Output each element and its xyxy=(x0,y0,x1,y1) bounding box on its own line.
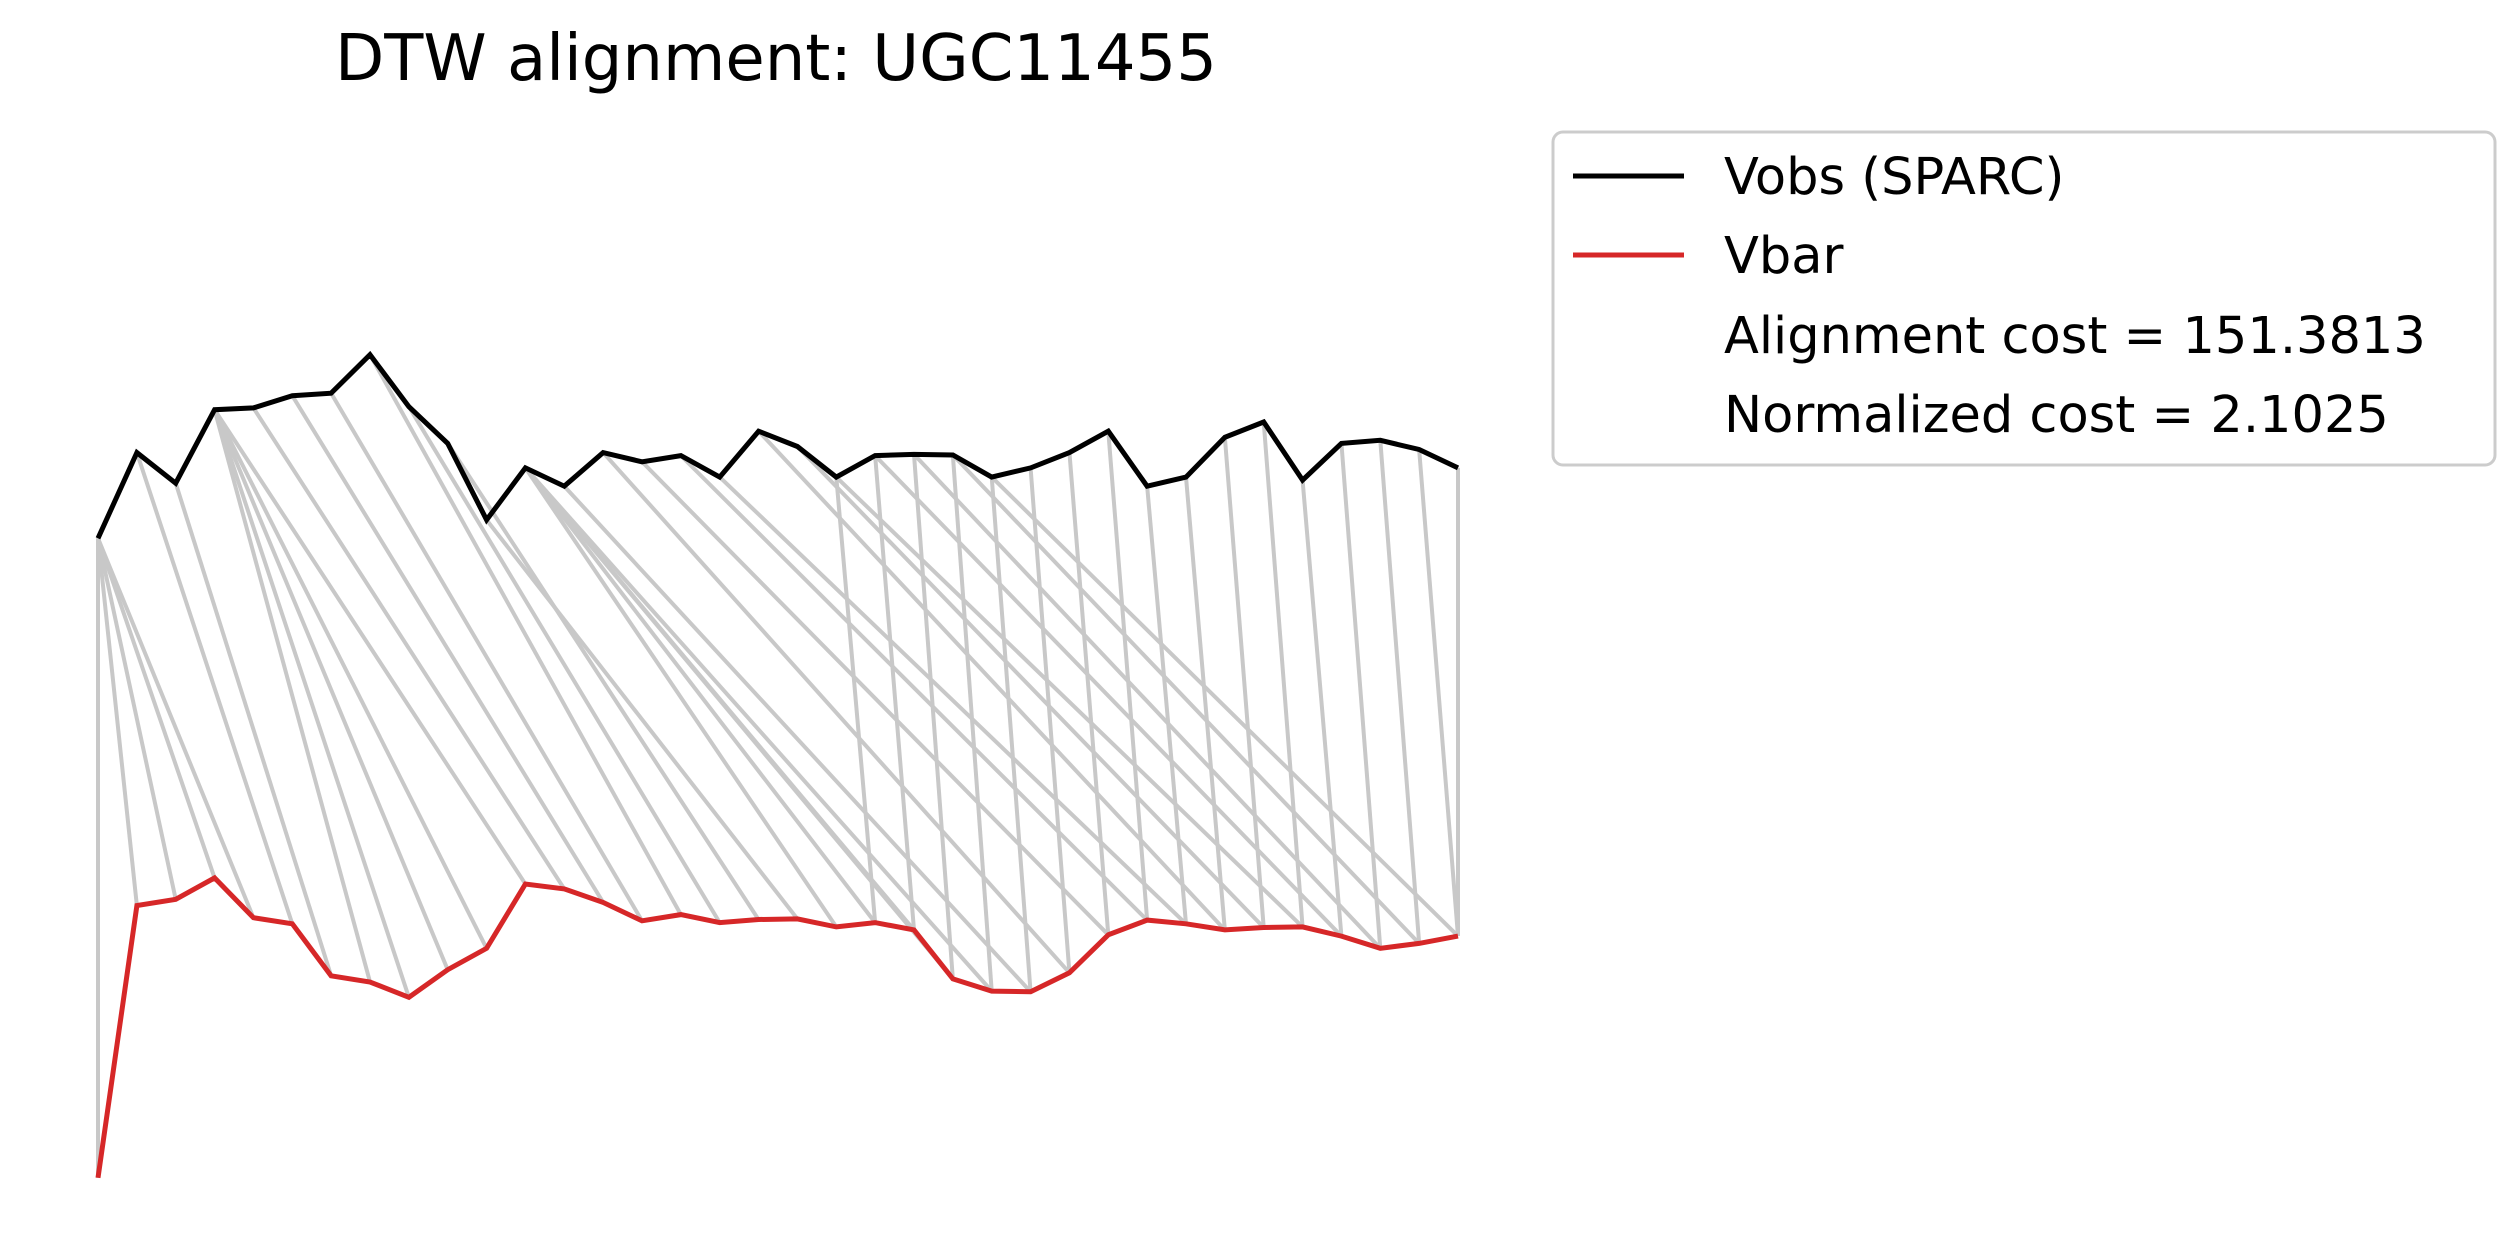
alignment-line xyxy=(212,408,528,886)
legend-label-vobs: Vobs (SPARC) xyxy=(1724,148,2064,207)
alignment-line xyxy=(1028,467,1072,973)
alignment-line xyxy=(1417,449,1460,937)
alignment-line xyxy=(757,429,1227,932)
alignment-line xyxy=(290,394,605,904)
series-line-vobs xyxy=(95,350,1460,540)
alignment-line xyxy=(834,476,878,923)
alignment-line xyxy=(1067,452,1111,935)
alignment-line xyxy=(96,538,139,906)
alignment-line xyxy=(834,475,1304,929)
alignment-line xyxy=(795,445,1266,929)
alignment-line xyxy=(1222,437,1266,928)
alignment-line xyxy=(562,484,1033,994)
legend-alignment-cost: Alignment cost = 151.3813 xyxy=(1724,307,2426,366)
alignment-line xyxy=(96,537,178,900)
alignment-line xyxy=(950,454,994,992)
alignment-line xyxy=(990,475,1460,938)
alignment-line xyxy=(134,451,295,925)
legend-normalized-cost: Normalized cost = 2.1025 xyxy=(1724,386,2389,445)
alignment-line xyxy=(523,466,838,929)
alignment-line xyxy=(1339,443,1383,949)
alignment-line xyxy=(329,392,644,922)
alignment-line xyxy=(523,466,955,981)
alignment-line xyxy=(1261,421,1305,928)
alignment-line xyxy=(1378,440,1422,944)
alignment-line xyxy=(212,408,489,950)
series-line-vbar xyxy=(95,874,1459,1179)
alignment-line xyxy=(523,466,877,924)
chart-title: DTW alignment: UGC11455 xyxy=(335,22,1217,96)
alignment-line xyxy=(1184,476,1227,931)
alignment-line xyxy=(912,454,955,980)
alignment-line xyxy=(989,476,1033,992)
alignment-line xyxy=(873,454,1343,938)
alignment-line xyxy=(1145,486,1188,924)
alignment-line xyxy=(601,451,1071,975)
legend-label-vbar: Vbar xyxy=(1724,227,1844,286)
alignment-line xyxy=(212,409,411,998)
alignment-line xyxy=(951,453,1421,945)
alignment-line xyxy=(484,518,800,921)
alignment-line xyxy=(212,409,372,983)
alignment-line xyxy=(96,537,217,879)
series-lines xyxy=(95,350,1460,1179)
alignment-line xyxy=(368,353,683,916)
alignment-lines xyxy=(96,353,1460,1178)
alignment-line xyxy=(873,455,916,931)
alignment-line xyxy=(1106,431,1150,921)
legend-box xyxy=(1551,130,2497,467)
alignment-line xyxy=(407,405,722,924)
alignment-line xyxy=(718,475,1188,926)
alignment-line xyxy=(912,453,1382,950)
alignment-line xyxy=(251,406,566,891)
alignment-line xyxy=(679,454,1149,922)
alignment-line xyxy=(96,537,256,919)
legend: Vobs (SPARC) Vbar Alignment cost = 151.3… xyxy=(1551,130,2497,467)
alignment-line xyxy=(1300,479,1344,937)
alignment-line xyxy=(523,466,994,993)
alignment-line xyxy=(212,408,450,971)
alignment-line xyxy=(640,460,1110,937)
alignment-line xyxy=(446,442,761,921)
alignment-line xyxy=(173,482,334,977)
